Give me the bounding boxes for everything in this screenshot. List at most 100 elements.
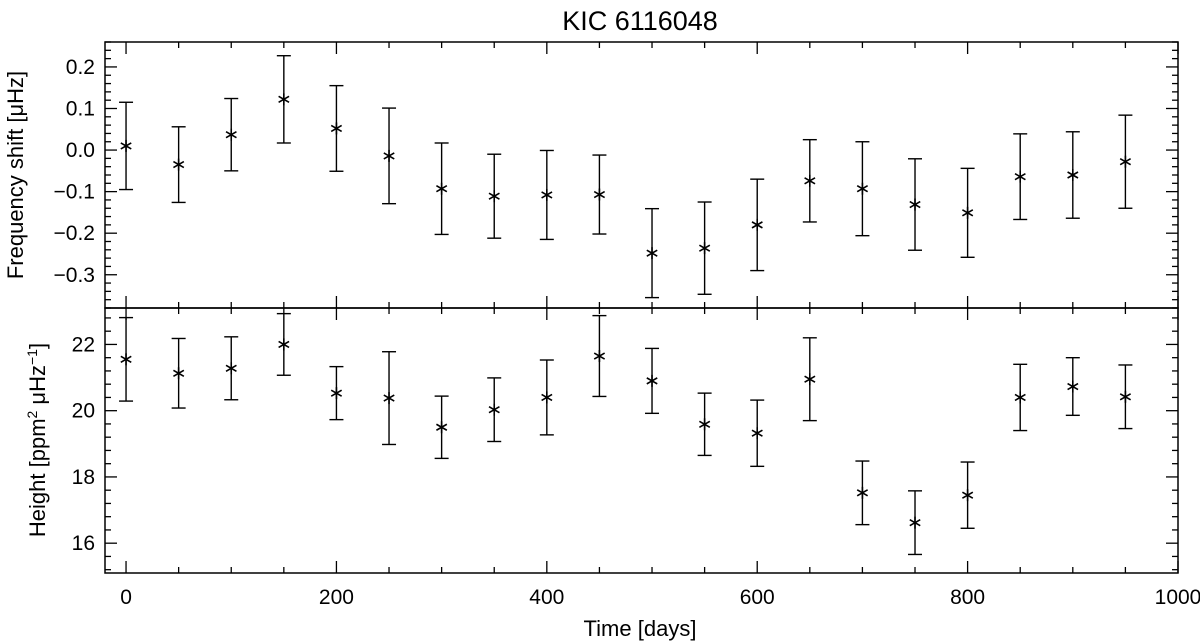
height-panel: 0 200 400 600 800 1000 16 18 20 22 Height [ppm2 μ… — [24, 307, 1200, 641]
height-data-point — [224, 336, 239, 401]
height-y-axis-label-sup-minus1: −1 — [24, 349, 40, 365]
asterisk-marker — [541, 393, 553, 402]
height-ticks — [105, 308, 1179, 573]
frequency-shift-data-point — [1065, 131, 1080, 219]
y-tick-label: 18 — [72, 466, 95, 489]
frequency-shift-data-point — [1013, 133, 1028, 221]
asterisk-marker — [1067, 382, 1079, 391]
frequency-shift-data-point — [750, 178, 765, 272]
frequency-shift-data-point — [224, 97, 239, 172]
x-tick-label: 600 — [740, 586, 775, 609]
height-data-point — [276, 312, 291, 376]
asterisk-marker — [488, 406, 500, 414]
asterisk-marker — [278, 95, 290, 104]
asterisk-marker — [330, 389, 343, 397]
frequency-shift-data-point — [276, 55, 291, 144]
asterisk-marker — [173, 160, 185, 169]
chart-title: KIC 6116048 — [562, 6, 718, 36]
height-data-point — [908, 490, 923, 556]
height-data-point — [539, 359, 554, 436]
y-tick-label: 0.1 — [66, 98, 95, 121]
height-data-point — [697, 392, 712, 457]
asterisk-marker — [436, 185, 448, 193]
asterisk-marker — [278, 340, 290, 349]
asterisk-marker — [436, 423, 448, 431]
asterisk-marker — [383, 152, 395, 160]
asterisk-marker — [804, 177, 816, 185]
y-tick-label: −0.1 — [54, 181, 95, 204]
asterisk-marker — [961, 491, 974, 499]
frequency-shift-data-point — [697, 201, 712, 295]
y-tick-label: 20 — [72, 400, 95, 423]
asterisk-marker — [698, 420, 711, 428]
asterisk-marker — [120, 142, 132, 150]
asterisk-marker — [698, 244, 711, 252]
frequency-shift-tick-labels: −0.3 −0.2 −0.1 0.0 0.1 0.2 — [54, 56, 95, 287]
frequency-shift-data-point — [382, 107, 397, 205]
frequency-shift-data-point — [119, 101, 134, 191]
asterisk-marker — [909, 518, 921, 527]
asterisk-marker — [961, 209, 974, 217]
asterisk-marker — [751, 221, 763, 229]
height-data-point — [802, 337, 817, 422]
y-tick-label: 22 — [72, 333, 95, 356]
x-tick-label: 800 — [950, 586, 985, 609]
height-data-point — [855, 460, 870, 526]
asterisk-marker — [804, 375, 816, 383]
y-tick-label: −0.3 — [54, 264, 95, 287]
height-tick-labels: 0 200 400 600 800 1000 16 18 20 22 — [72, 333, 1200, 609]
asterisk-marker — [1119, 393, 1132, 401]
asterisk-marker — [541, 191, 553, 199]
frequency-shift-data-point — [908, 158, 923, 251]
height-data-point — [1013, 363, 1028, 432]
height-data-point — [750, 399, 765, 468]
x-tick-label: 200 — [319, 586, 354, 609]
asterisk-marker — [225, 130, 237, 139]
x-axis-label: Time [days] — [584, 616, 697, 641]
frequency-shift-data-point — [645, 207, 660, 299]
frequency-shift-panel: −0.3 −0.2 −0.1 0.0 0.1 0.2 Frequency shift [μ… — [3, 41, 1179, 309]
height-y-axis-label-mid: μHz — [25, 365, 50, 411]
frequency-shift-data-point — [592, 154, 607, 235]
asterisk-marker — [751, 429, 763, 437]
height-data-point — [960, 461, 975, 529]
asterisk-marker — [1014, 393, 1026, 402]
x-tick-label: 400 — [529, 586, 564, 609]
asterisk-marker — [646, 249, 658, 257]
frequency-shift-data-point — [855, 141, 870, 237]
asterisk-marker — [383, 394, 395, 402]
frequency-shift-data-point — [539, 149, 554, 241]
height-data-point — [487, 377, 502, 443]
height-data-points — [119, 312, 1133, 556]
frequency-shift-data-point — [434, 142, 449, 236]
y-tick-label: −0.2 — [54, 222, 95, 245]
x-tick-label: 0 — [120, 586, 132, 609]
height-data-point — [329, 365, 344, 421]
x-tick-label: 1000 — [1155, 586, 1200, 609]
asterisk-marker — [1067, 171, 1079, 179]
asterisk-marker — [173, 369, 185, 377]
height-data-point — [1065, 356, 1080, 417]
height-y-axis-label: Height [ppm2 μHz−1] — [24, 343, 50, 537]
height-y-axis-label-prefix: Height [ppm — [25, 418, 50, 537]
asterisk-marker — [856, 489, 869, 497]
frequency-shift-data-point — [802, 138, 817, 223]
frequency-shift-data-point — [1118, 114, 1133, 209]
asterisk-marker — [120, 355, 132, 364]
frequency-shift-y-axis-label: Frequency shift [μHz] — [3, 71, 28, 279]
height-y-axis-label-suffix: ] — [25, 343, 50, 349]
asterisk-marker — [225, 364, 237, 372]
height-data-point — [171, 337, 186, 409]
y-tick-label: 0.2 — [66, 56, 95, 79]
height-data-point — [382, 351, 397, 446]
height-plot-frame — [104, 307, 1179, 574]
asterisk-marker — [330, 124, 343, 133]
height-data-point — [592, 314, 607, 398]
frequency-shift-data-point — [960, 167, 975, 258]
frequency-shift-data-point — [171, 126, 186, 204]
asterisk-marker — [593, 352, 606, 360]
height-y-axis-label-sup-2: 2 — [24, 410, 40, 418]
height-data-point — [1118, 364, 1133, 430]
y-tick-label: 16 — [72, 532, 95, 555]
asterisk-marker — [856, 185, 869, 193]
